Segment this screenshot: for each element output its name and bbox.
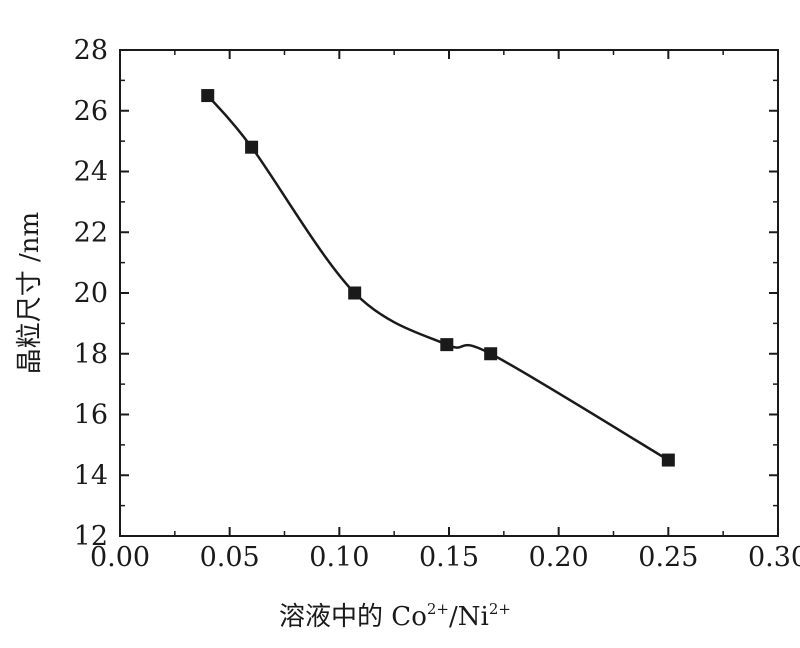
x-axis-title-main: 溶液中的 Co	[279, 602, 427, 632]
y-tick-label: 18	[74, 339, 108, 370]
x-tick-label: 0.15	[419, 542, 479, 573]
y-axis-title: 晶粒尺寸 /nm	[15, 212, 45, 374]
data-point-marker	[661, 453, 675, 467]
data-point-marker	[440, 338, 454, 352]
y-tick-label: 20	[74, 278, 108, 309]
tick-marks	[119, 49, 779, 537]
data-point-marker	[201, 89, 215, 103]
x-tick-label: 0.00	[90, 542, 150, 573]
data-point-marker	[484, 347, 498, 361]
x-tick-label: 0.10	[309, 542, 369, 573]
x-tick-label: 0.05	[200, 542, 260, 573]
x-tick-label: 0.20	[529, 542, 589, 573]
y-tick-label: 28	[74, 35, 108, 66]
x-axis-title: 溶液中的 Co2+/Ni2+	[279, 600, 511, 632]
x-tick-label: 0.25	[638, 542, 698, 573]
y-tick-label: 24	[74, 157, 108, 188]
plot-frame	[119, 49, 779, 537]
x-tick-labels: 0.00 0.05 0.10 0.15 0.20 0.25 0.30	[90, 542, 800, 573]
x-axis-title-sup2: 2+	[489, 600, 511, 618]
data-markers	[201, 89, 675, 467]
y-tick-label: 26	[74, 96, 108, 127]
y-tick-label: 16	[74, 400, 108, 431]
data-point-marker	[348, 286, 362, 300]
x-axis-title-mid: /Ni	[449, 602, 489, 632]
y-tick-label: 14	[74, 460, 108, 491]
y-tick-labels: 12 14 16 18 20 22 24 26 28	[74, 35, 108, 552]
data-point-marker	[245, 140, 259, 154]
y-tick-label: 22	[74, 217, 108, 248]
y-tick-label: 12	[74, 521, 108, 552]
series-line	[206, 94, 669, 462]
x-tick-label: 0.30	[748, 542, 800, 573]
x-axis-title-sup1: 2+	[427, 600, 449, 618]
